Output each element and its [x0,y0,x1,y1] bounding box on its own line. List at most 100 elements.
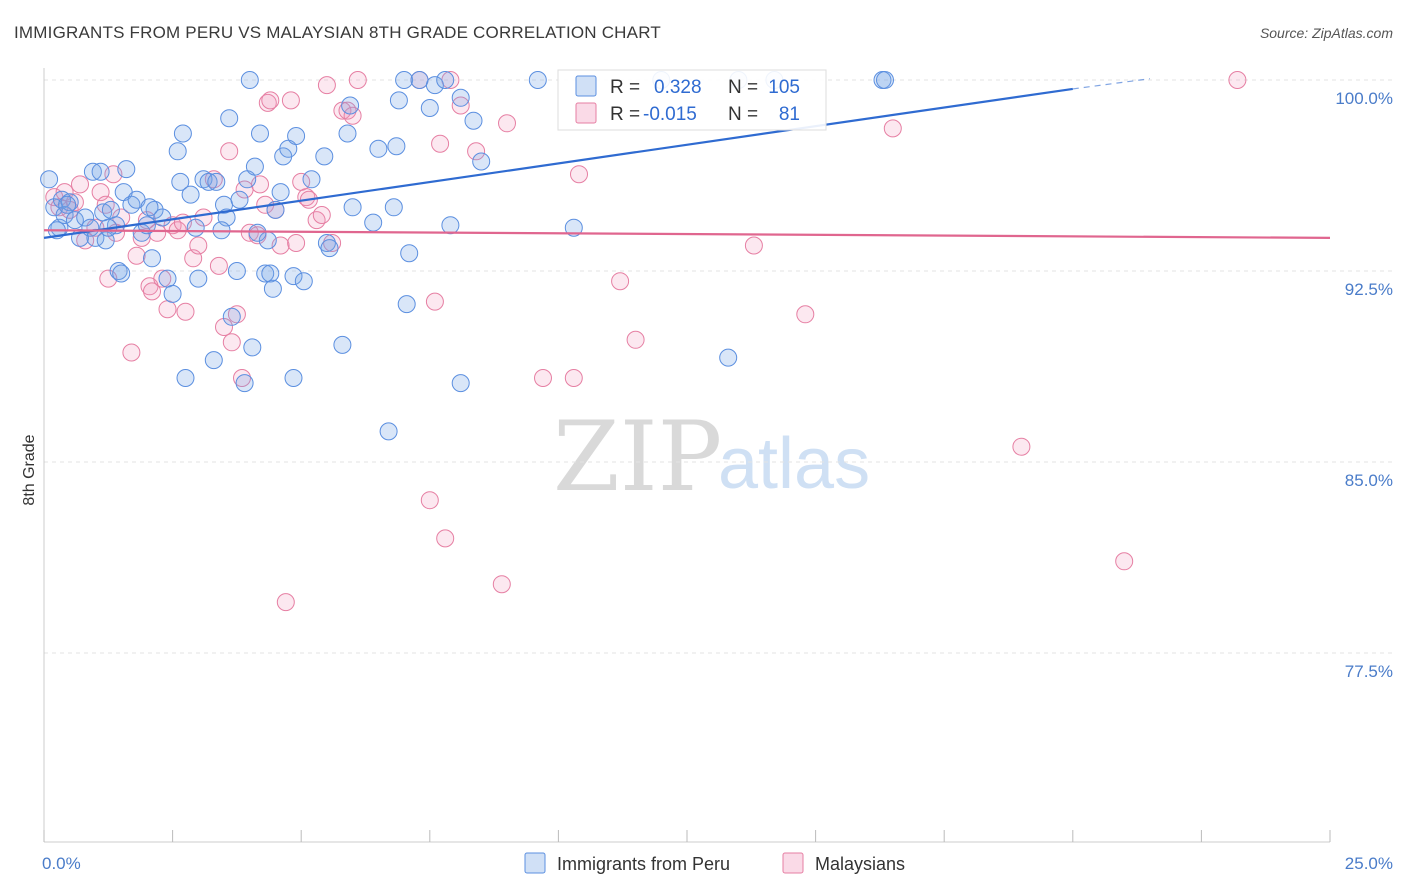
malaysians-point-33 [220,142,239,161]
stats-n-label-malaysians: N = [728,104,758,125]
malaysians-point-5 [71,175,89,194]
malaysians-point-46 [276,593,295,612]
peru-point-86 [441,216,460,235]
peru-point-70 [338,124,357,143]
peru-point-68 [320,239,339,258]
malaysians-point-43 [261,91,280,110]
peru-point-85 [436,71,455,89]
peru-point-71 [341,96,360,115]
peru-point-20 [117,160,136,179]
legend-swatch-malaysians [782,852,804,874]
peru-point-52 [251,124,269,143]
peru-point-50 [243,338,262,357]
malaysians-point-9 [96,195,115,214]
peru-point-98 [876,71,894,89]
peru-point-0 [40,170,59,189]
series-malaysians-points [45,71,1247,612]
malaysians-point-53 [312,206,331,224]
malaysians-point-66 [451,96,470,115]
malaysians-point-30 [204,170,223,189]
x-tick-label-0: 0.0% [42,854,81,873]
peru-point-84 [425,76,444,95]
peru-point-78 [389,91,408,110]
peru-point-76 [384,198,403,217]
peru-point-69 [333,335,352,354]
bottom-legend: Immigrants from Peru Malaysians [524,852,905,874]
chart-source: Source: ZipAtlas.com [1260,25,1393,41]
malaysians-point-52 [307,211,326,230]
malaysians-point-69 [498,114,516,133]
malaysians-point-36 [233,369,251,387]
malaysians-point-67 [467,142,486,161]
peru-point-63 [287,127,306,145]
peru-point-65 [302,170,321,189]
malaysians-point-15 [127,246,146,265]
peru-point-36 [189,269,208,288]
peru-point-81 [400,244,419,263]
peru-point-31 [171,172,190,191]
stats-swatch-malaysians [575,102,597,124]
chart-title: IMMIGRANTS FROM PERU VS MALAYSIAN 8TH GR… [14,23,661,42]
malaysians-point-47 [281,91,300,110]
stats-r-label-peru: R = [610,77,640,98]
peru-point-87 [451,374,470,393]
peru-point-35 [186,218,205,237]
peru-point-29 [163,284,182,303]
peru-point-91 [528,71,547,89]
watermark: ZIP atlas [553,401,870,513]
peru-point-32 [173,124,192,143]
peru-point-45 [227,262,246,280]
peru-point-51 [245,157,264,176]
stats-r-value-peru: 0.328 [654,77,702,98]
peru-point-21 [122,195,141,214]
peru-point-88 [451,88,470,107]
malaysians-point-73 [611,272,630,291]
peru-point-73 [364,213,383,232]
malaysians-point-19 [143,282,161,301]
peru-point-90 [472,152,491,171]
legend-swatch-peru [524,852,546,874]
trend-line-malaysians [43,229,1331,239]
peru-point-10 [83,162,102,181]
x-tick-label-1: 25.0% [1345,854,1393,873]
malaysians-point-35 [227,305,246,324]
malaysians-point-57 [338,101,357,120]
peru-point-39 [204,351,223,370]
peru-point-6 [65,211,84,230]
stats-n-value-malaysians: 81 [779,104,800,125]
malaysians-point-21 [153,269,172,288]
peru-point-102 [140,198,159,217]
peru-point-72 [343,198,362,217]
peru-point-12 [91,162,110,181]
peru-point-47 [235,374,254,393]
malaysians-point-42 [258,93,277,112]
malaysians-point-80 [1228,71,1247,89]
peru-point-40 [207,172,226,191]
stats-n-label-peru: N = [728,77,758,98]
malaysians-point-32 [215,318,233,336]
peru-point-61 [284,369,303,387]
watermark-zip: ZIP [553,401,722,513]
y-axis-label: 8th Grade [21,434,38,505]
peru-point-58 [271,183,290,202]
malaysians-point-63 [431,134,450,153]
peru-point-94 [719,348,738,367]
peru-point-55 [261,264,280,283]
malaysians-point-48 [287,234,306,252]
peru-point-100 [58,195,77,214]
peru-point-66 [315,147,334,166]
peru-point-104 [248,223,267,242]
peru-point-74 [369,139,388,158]
trend-line-peru [43,87,1073,239]
malaysians-point-78 [1012,437,1031,456]
peru-point-83 [420,99,439,117]
peru-point-25 [143,249,161,268]
malaysians-point-71 [564,369,583,387]
y-tick-label-3: 77.5% [1345,662,1393,681]
malaysians-point-76 [796,305,815,324]
axes [43,68,1331,843]
peru-point-64 [294,272,313,291]
peru-point-28 [158,269,177,288]
malaysians-point-14 [122,343,141,362]
